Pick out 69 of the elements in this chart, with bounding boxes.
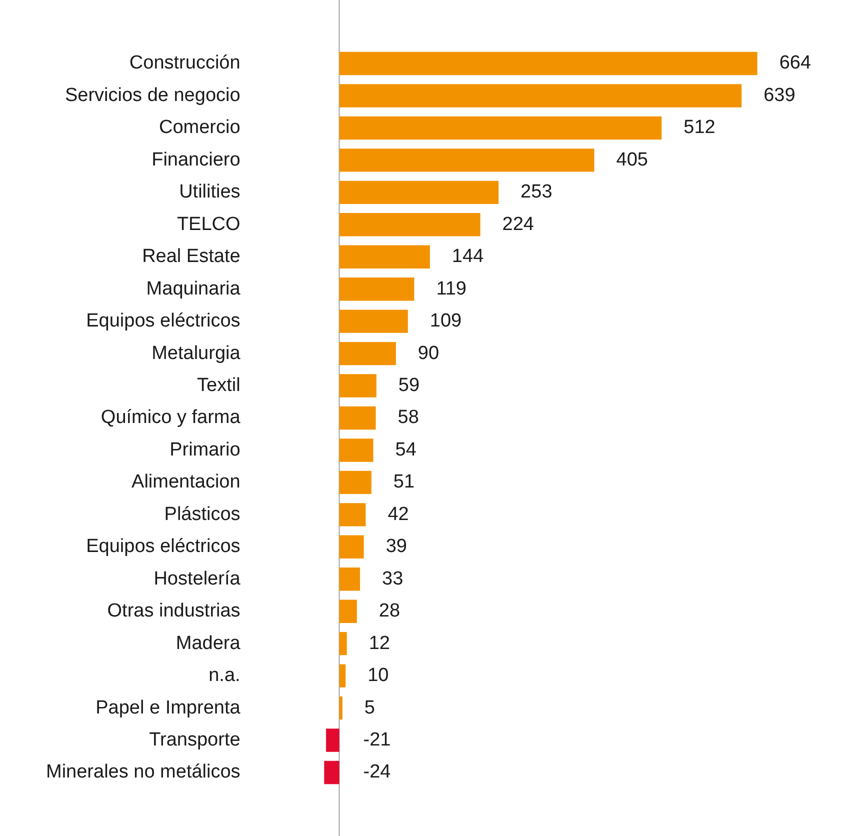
bar: [339, 52, 758, 76]
bar: [339, 696, 342, 720]
y-tick-label: Madera: [176, 632, 241, 654]
bar: [339, 535, 364, 559]
data-label: 5: [364, 697, 375, 718]
y-tick-label: Equipos eléctricos: [86, 310, 240, 332]
y-tick-label: Equipos eléctricos: [86, 536, 240, 558]
y-tick-label: Servicios de negocio: [64, 84, 240, 106]
data-label: 51: [393, 472, 415, 493]
data-label: 405: [616, 149, 648, 170]
y-tick-label: Otras industrias: [107, 600, 240, 622]
data-label: -24: [363, 762, 392, 783]
y-tick-label: Comercio: [158, 117, 240, 138]
bar: [339, 438, 374, 462]
y-tick-label: n.a.: [208, 665, 240, 686]
data-label: 253: [520, 182, 552, 203]
y-tick-label: Transporte: [149, 729, 240, 750]
y-tick-label: Utilities: [179, 182, 240, 203]
bar: [324, 760, 340, 784]
bar: [339, 84, 742, 108]
y-tick-label: Maquinaria: [146, 278, 241, 300]
data-label: 664: [779, 52, 812, 74]
y-tick-label: Químico y farma: [100, 407, 241, 428]
y-tick-label: Financiero: [152, 149, 240, 170]
data-label: 54: [395, 439, 417, 460]
bar: [339, 116, 662, 140]
bar: [339, 600, 357, 623]
bar: [339, 470, 372, 494]
y-tick-label: TELCO: [176, 214, 240, 235]
y-tick-label: Real Estate: [142, 246, 240, 268]
bar: [339, 503, 366, 526]
data-label: 10: [368, 665, 389, 686]
bar: [339, 180, 499, 204]
bar: [326, 728, 340, 752]
data-label: 59: [398, 375, 420, 396]
data-label: 119: [436, 278, 466, 300]
bar: [339, 245, 430, 268]
y-tick-label: Plásticos: [164, 504, 240, 525]
data-label: 224: [502, 214, 534, 235]
y-tick-label: Primario: [170, 439, 240, 460]
bar: [339, 406, 376, 430]
bar: [339, 310, 408, 333]
y-tick-label: Metalurgia: [152, 342, 241, 364]
bar: [339, 213, 480, 236]
y-tick-label: Hostelería: [154, 568, 241, 590]
bar: [339, 374, 376, 398]
bar: [339, 568, 360, 591]
data-label: 109: [430, 310, 462, 332]
y-tick-label: Alimentacion: [132, 472, 240, 493]
bar: [339, 148, 594, 172]
y-tick-label: Minerales no metálicos: [46, 762, 240, 783]
data-label: 33: [382, 568, 404, 590]
data-label: 90: [418, 342, 440, 364]
data-label: 58: [398, 407, 419, 428]
y-tick-label: Papel e Imprenta: [96, 697, 241, 718]
bar: [339, 632, 347, 656]
bar: [339, 664, 346, 688]
bar: [339, 342, 396, 366]
y-tick-label: Textil: [197, 375, 240, 396]
data-label: 12: [368, 632, 390, 654]
data-label: 28: [378, 600, 400, 622]
data-label: 42: [388, 504, 409, 525]
data-label: 39: [386, 536, 407, 558]
data-label: 639: [764, 84, 796, 106]
data-label: 512: [684, 117, 716, 138]
data-label: -21: [363, 729, 391, 750]
bar: [339, 277, 414, 301]
y-tick-label: Construcción: [129, 52, 240, 74]
data-label: 144: [452, 246, 484, 268]
